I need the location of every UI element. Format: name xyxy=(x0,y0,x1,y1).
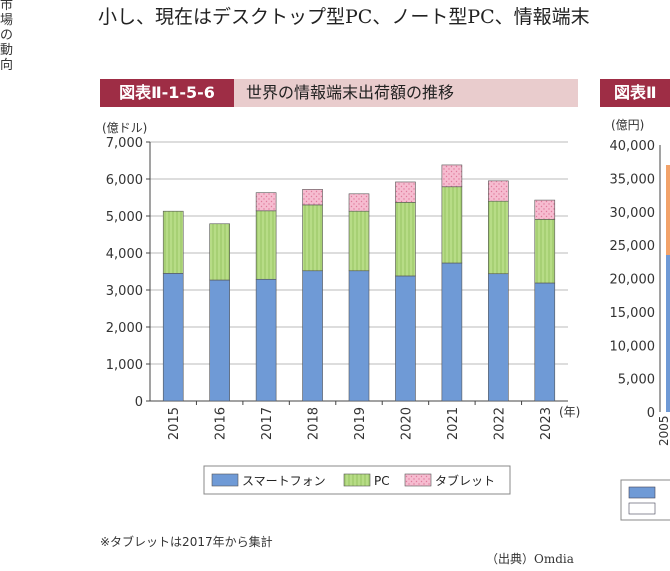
bar-smartphone xyxy=(441,262,463,402)
fig2-y-tick-label: 5,000 xyxy=(618,373,655,388)
x-tick-label: 2016 xyxy=(214,407,229,440)
legend-label: PC xyxy=(374,474,390,488)
fig2-legend-swatch xyxy=(628,502,656,515)
fig2-y-tick-label: 25,000 xyxy=(610,239,656,254)
y-tick-label: 7,000 xyxy=(106,136,143,151)
bar-tablet xyxy=(302,189,323,206)
fig2-bar xyxy=(666,165,670,412)
legend-label: スマートフォン xyxy=(242,474,326,488)
y-tick-label: 1,000 xyxy=(106,358,143,373)
fig2-y-unit: (億円) xyxy=(611,118,644,132)
fig2-bar-top xyxy=(666,165,670,255)
x-tick-label: 2019 xyxy=(353,407,368,440)
body-text-line: 小し、現在はデスクトップ型PC、ノート型PC、情報端末 xyxy=(98,6,590,28)
bar-smartphone xyxy=(209,279,230,402)
legend-swatch xyxy=(343,473,371,487)
x-tick-label: 2020 xyxy=(399,407,414,440)
bar-pc xyxy=(209,223,230,281)
second-chart-partial: (億円) 40,000 35,000 30,000 25,000 20,000 15,00… xyxy=(610,118,670,521)
bar-pc xyxy=(488,200,509,275)
legend-label: タブレット xyxy=(435,473,495,488)
x-tick-label: 2018 xyxy=(307,407,322,440)
y-tick-label: 0 xyxy=(135,395,143,410)
y-tick-label: 4,000 xyxy=(106,247,143,262)
y-tick-label: 3,000 xyxy=(106,284,143,299)
bar-tablet xyxy=(255,192,277,212)
fig2-y-tick-label: 40,000 xyxy=(610,139,656,154)
side-margin-text: 市場の動向 xyxy=(0,0,14,73)
fig2-y-tick-label: 20,000 xyxy=(610,273,656,288)
y-tick-label: 6,000 xyxy=(106,173,143,188)
bar-tablet xyxy=(348,193,370,212)
chart-source: （出典）Omdia xyxy=(486,552,574,566)
y-tick-label: 2,000 xyxy=(106,321,143,336)
fig2-y-tick-label: 35,000 xyxy=(610,172,656,187)
chart-footnote: ※タブレットは2017年から集計 xyxy=(100,535,273,549)
fig2-y-tick-label: 30,000 xyxy=(610,206,656,221)
bar-smartphone xyxy=(255,278,277,402)
x-axis-unit: (年) xyxy=(559,405,580,419)
bar-tablet xyxy=(395,181,416,203)
fig2-y-tick-label: 0 xyxy=(647,406,655,421)
figure2-number-tag: 図表Ⅱ xyxy=(600,79,670,107)
fig2-x-tick: 2005 xyxy=(657,415,670,446)
y-axis-unit: (億ドル) xyxy=(102,121,147,135)
figure-title: 世界の情報端末出荷額の推移 xyxy=(246,83,455,102)
fig2-y-tick-label: 15,000 xyxy=(610,306,656,321)
legend-swatch xyxy=(211,473,239,487)
legend-swatch xyxy=(404,473,432,487)
bar-smartphone xyxy=(534,282,556,402)
fig2-legend-swatch xyxy=(628,486,656,499)
bar-tablet xyxy=(488,180,509,202)
figure-number-tag: 図表Ⅱ-1-5-6 xyxy=(100,79,234,107)
bar-pc xyxy=(162,210,184,274)
x-tick-label: 2021 xyxy=(446,407,461,440)
x-tick-label: 2017 xyxy=(260,407,275,440)
bar-pc xyxy=(302,204,323,272)
bar-pc xyxy=(441,186,463,264)
bar-smartphone xyxy=(488,273,509,402)
bar-tablet xyxy=(534,199,556,220)
x-tick-label: 2015 xyxy=(167,407,182,440)
bar-smartphone xyxy=(302,270,323,402)
y-tick-label: 5,000 xyxy=(106,210,143,225)
x-tick-label: 2023 xyxy=(539,407,554,440)
bar-pc xyxy=(348,210,370,272)
bar-pc xyxy=(395,202,416,277)
bar-pc xyxy=(255,210,277,280)
fig2-y-tick-label: 10,000 xyxy=(610,339,656,354)
bar-smartphone xyxy=(348,270,370,402)
bar-tablet xyxy=(441,164,463,188)
chart-legend: スマートフォン PC タブレット xyxy=(203,465,511,495)
x-tick-label: 2022 xyxy=(492,407,507,440)
bar-smartphone xyxy=(162,273,184,402)
bar-pc xyxy=(534,219,556,284)
shipment-value-chart: (億ドル) 0 1,000 2,000 3,000 4,000 5,000 6,000 7,0… xyxy=(102,121,580,495)
bar-smartphone xyxy=(395,275,416,402)
